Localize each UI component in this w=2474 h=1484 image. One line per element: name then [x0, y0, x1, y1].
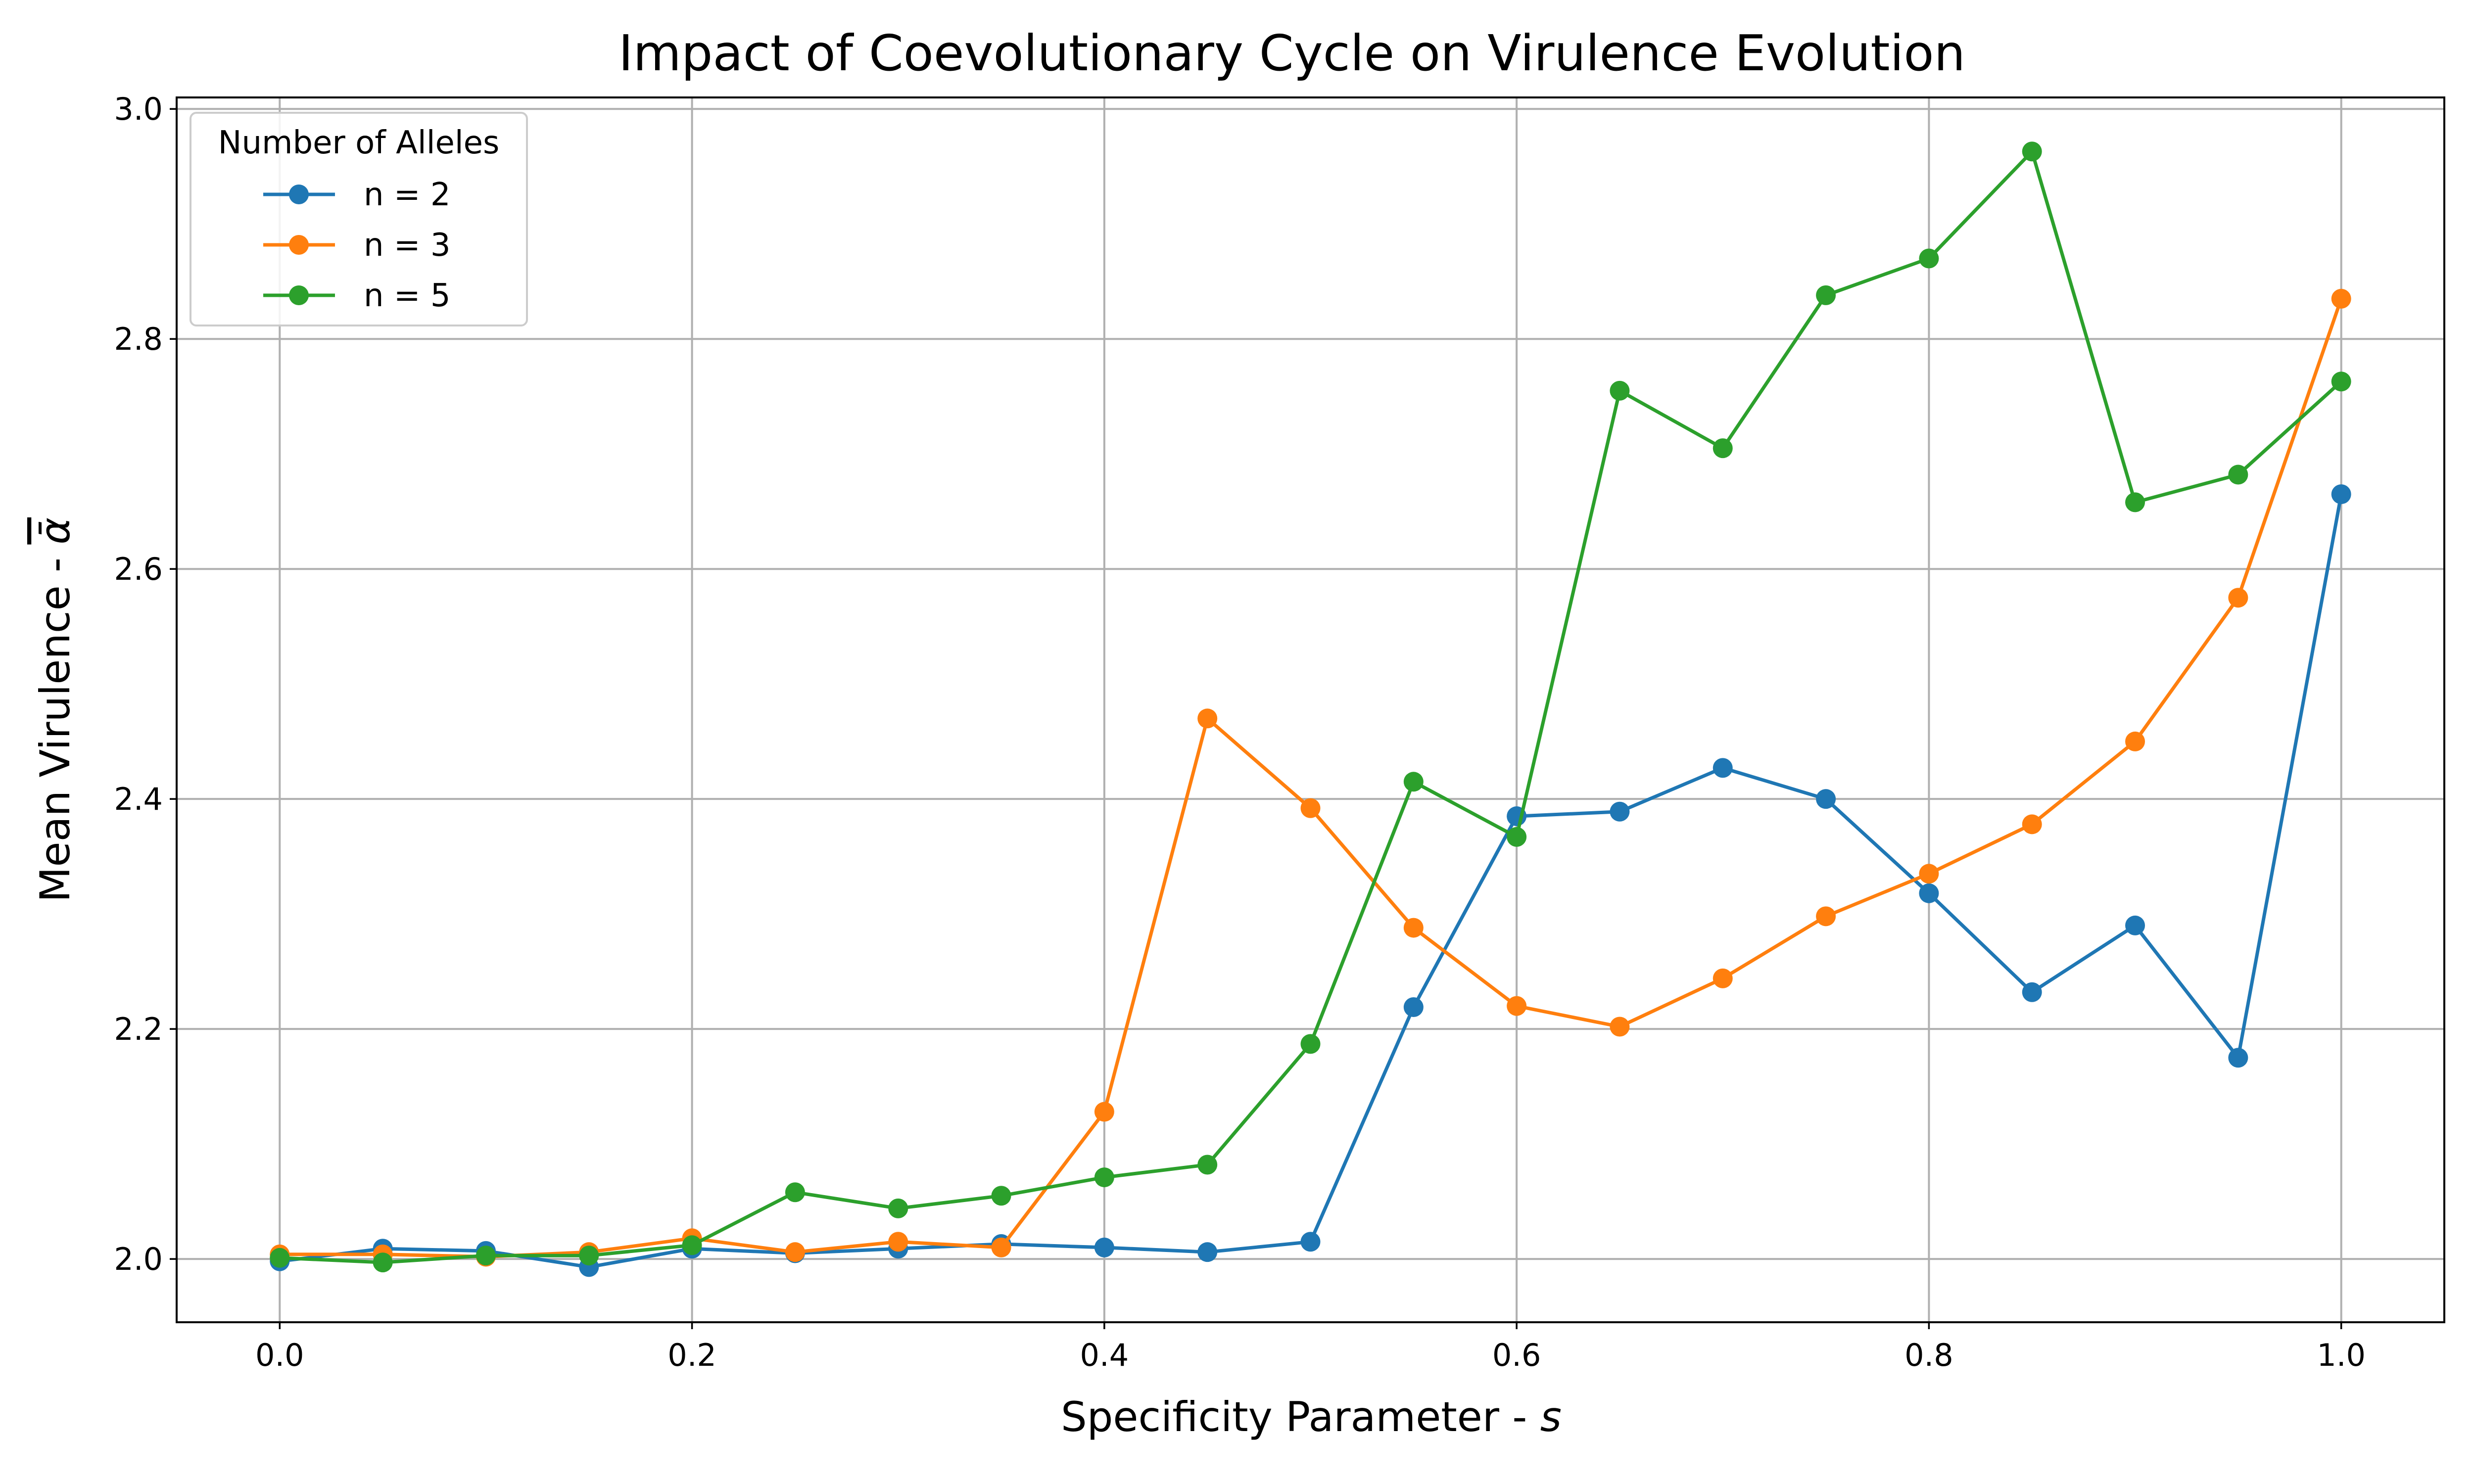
data-point	[991, 1237, 1011, 1257]
data-point	[2331, 288, 2351, 309]
legend-label: n = 5	[364, 278, 451, 314]
plot-area: 0.0 0.2 0.4 0.6 0.8 1.0 2.0 2.2 2.4 2.6 2.8 3.0	[114, 91, 2445, 1373]
chart-title: Impact of Coevolutionary Cycle on Virule…	[618, 24, 1965, 82]
data-point	[1713, 968, 1733, 988]
series-3	[270, 141, 2351, 1273]
axis-ticks: 0.0 0.2 0.4 0.6 0.8 1.0 2.0 2.2 2.4 2.6 2.8 3.0	[114, 91, 2366, 1373]
legend-title: Number of Alleles	[218, 125, 500, 161]
x-tick-label: 0.4	[1080, 1337, 1129, 1373]
data-point	[888, 1232, 908, 1252]
data-point	[373, 1252, 393, 1273]
data-point	[1300, 1232, 1321, 1252]
data-point	[1197, 708, 1218, 729]
data-point	[1919, 248, 1939, 269]
series-group	[270, 141, 2351, 1277]
x-axis-label: Specificity Parameter - s	[1061, 1393, 1562, 1441]
legend: Number of Alleles n = 2 n = 3 n = 5	[190, 112, 528, 326]
y-axis-label-text: Mean Virulence -	[31, 545, 79, 902]
x-tick-label: 0.2	[667, 1337, 716, 1373]
legend-entry: n = 3	[263, 227, 451, 264]
grid-lines	[177, 97, 2444, 1322]
legend-entry: n = 5	[263, 278, 451, 314]
data-point	[2331, 371, 2351, 392]
x-axis-label-variable: s	[1540, 1393, 1562, 1441]
data-point	[2125, 915, 2145, 935]
data-point	[1816, 789, 1836, 809]
data-point	[2022, 814, 2042, 835]
data-point	[2331, 484, 2351, 505]
data-point	[2022, 982, 2042, 1002]
y-tick-label: 3.0	[114, 91, 163, 127]
data-point	[1300, 1034, 1321, 1054]
legend-entries: n = 2 n = 3 n = 5	[263, 177, 451, 314]
y-tick-label: 2.2	[114, 1011, 163, 1047]
x-tick-label: 0.8	[1904, 1337, 1953, 1373]
data-point	[270, 1248, 290, 1268]
data-point	[2125, 731, 2145, 751]
legend-marker	[289, 185, 309, 204]
data-point	[1919, 883, 1939, 903]
plot-frame	[176, 96, 2445, 1323]
data-point	[1403, 918, 1424, 938]
data-point	[476, 1246, 496, 1266]
data-point	[1094, 1167, 1114, 1188]
data-point	[1300, 798, 1321, 818]
y-axis-label: Mean Virulence - ᾱ	[31, 517, 79, 902]
data-point	[1197, 1155, 1218, 1175]
y-tick-label: 2.0	[114, 1241, 163, 1277]
data-point	[991, 1186, 1011, 1206]
data-point	[1713, 758, 1733, 778]
data-point	[1197, 1242, 1218, 1262]
data-point	[2228, 464, 2248, 485]
x-tick-label: 1.0	[2317, 1337, 2366, 1373]
legend-label: n = 3	[364, 227, 451, 264]
y-tick-label: 2.8	[114, 321, 163, 357]
x-axis-label-text: Specificity Parameter -	[1061, 1393, 1540, 1441]
data-point	[1610, 380, 1630, 401]
data-point	[785, 1182, 805, 1203]
data-point	[1713, 438, 1733, 459]
y-tick-label: 2.4	[114, 781, 163, 817]
data-point	[1507, 996, 1527, 1016]
legend-box	[190, 112, 528, 326]
legend-marker	[289, 235, 309, 255]
data-point	[1403, 997, 1424, 1017]
data-point	[1610, 1017, 1630, 1037]
data-point	[2022, 141, 2042, 162]
data-point	[1094, 1237, 1114, 1257]
data-point	[2228, 588, 2248, 608]
data-point	[2228, 1048, 2248, 1068]
legend-label: n = 2	[364, 177, 451, 213]
data-point	[2125, 492, 2145, 512]
x-tick-label: 0.6	[1492, 1337, 1541, 1373]
legend-entry: n = 2	[263, 177, 451, 213]
data-point	[1919, 864, 1939, 884]
x-tick-label: 0.0	[255, 1337, 304, 1373]
legend-marker	[289, 285, 309, 305]
y-tick-label: 2.6	[114, 551, 163, 587]
data-point	[579, 1246, 599, 1266]
data-point	[1507, 827, 1527, 847]
data-point	[682, 1235, 702, 1255]
data-point	[888, 1198, 908, 1218]
data-point	[1403, 772, 1424, 792]
data-point	[1094, 1102, 1114, 1122]
data-point	[785, 1242, 805, 1262]
data-point	[1816, 906, 1836, 927]
y-axis-label-variable: ᾱ	[31, 517, 79, 545]
data-point	[1816, 285, 1836, 305]
data-point	[1610, 801, 1630, 822]
